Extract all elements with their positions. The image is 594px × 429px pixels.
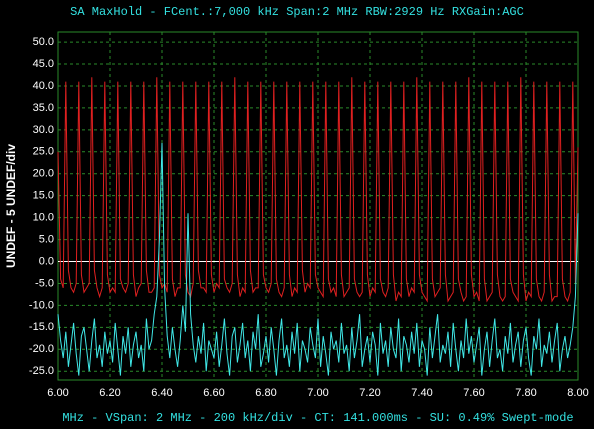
y-tick-label: -10.0 [29, 299, 54, 311]
trace [57, 77, 579, 303]
x-tick-label: 6.40 [151, 387, 172, 399]
x-tick-label: 6.80 [255, 387, 276, 399]
y-tick-label: 25.0 [33, 146, 54, 158]
x-tick-label: 7.40 [411, 387, 432, 399]
y-tick-label: 40.0 [33, 80, 54, 92]
y-tick-label: -5.0 [35, 277, 54, 289]
x-tick-label: 8.00 [567, 387, 588, 399]
x-tick-label: 6.60 [203, 387, 224, 399]
y-tick-label: 50.0 [33, 36, 54, 48]
y-tick-label: -25.0 [29, 365, 54, 377]
y-tick-label: 10.0 [33, 212, 54, 224]
y-tick-label: 30.0 [33, 124, 54, 136]
y-tick-label: 35.0 [33, 102, 54, 114]
y-tick-label: 20.0 [33, 168, 54, 180]
y-axis-label: UNDEF - 5 UNDEF/div [4, 144, 18, 268]
x-axis-label: MHz - VSpan: 2 MHz - 200 kHz/div - CT: 1… [62, 411, 573, 425]
y-tick-label: -20.0 [29, 343, 54, 355]
x-tick-label: 7.20 [359, 387, 380, 399]
y-tick-label: 0.0 [39, 255, 54, 267]
y-tick-label: 15.0 [33, 190, 54, 202]
x-tick-label: 7.60 [463, 387, 484, 399]
x-tick-label: 6.20 [99, 387, 120, 399]
x-tick-label: 6.00 [47, 387, 68, 399]
chart-title: SA MaxHold - FCent.:7,000 kHz Span:2 MHz… [70, 5, 524, 19]
y-tick-label: 45.0 [33, 58, 54, 70]
y-tick-label: 5.0 [39, 233, 54, 245]
x-tick-label: 7.00 [307, 387, 328, 399]
y-tick-label: -15.0 [29, 321, 54, 333]
x-tick-label: 7.80 [515, 387, 536, 399]
trace [57, 143, 579, 376]
